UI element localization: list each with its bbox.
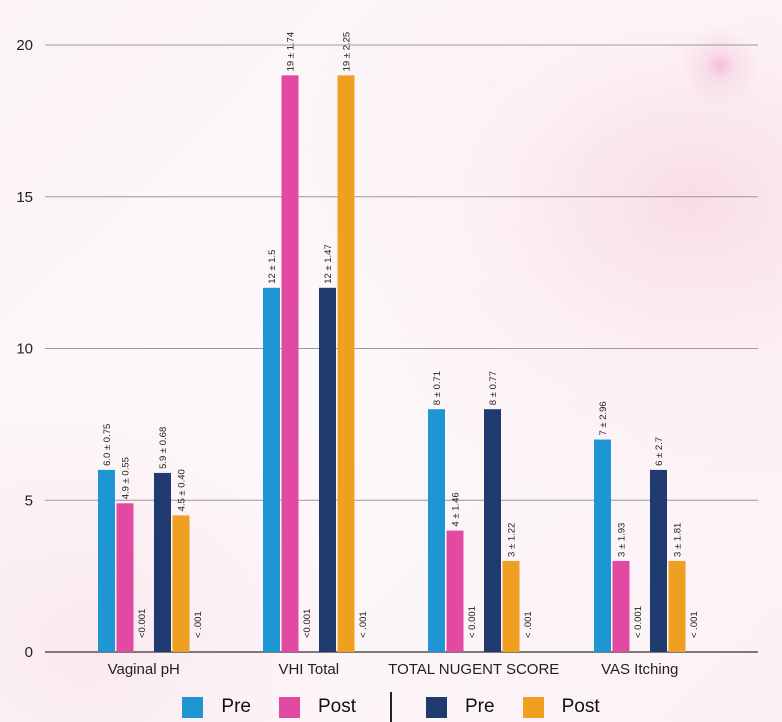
data-label: 8 ± 0.71 bbox=[432, 371, 443, 405]
p-value-label: <0.001 bbox=[137, 609, 148, 638]
legend-item-pre-2: Pre bbox=[426, 696, 495, 718]
x-category-label: Vaginal pH bbox=[108, 661, 180, 678]
data-label: 19 ± 1.74 bbox=[286, 32, 297, 72]
legend-divider bbox=[390, 692, 392, 722]
data-label: 4.9 ± 0.55 bbox=[121, 457, 132, 499]
legend-label-pre-2: Pre bbox=[465, 696, 495, 717]
data-label: 6.0 ± 0.75 bbox=[102, 424, 113, 466]
data-label: 4 ± 1.46 bbox=[451, 492, 462, 526]
bar-post-1 bbox=[612, 560, 630, 652]
legend-label-post-1: Post bbox=[317, 696, 356, 717]
p-value-label: < 0.001 bbox=[633, 606, 644, 638]
bar-post-1 bbox=[281, 75, 299, 653]
data-label: 8 ± 0.77 bbox=[488, 371, 499, 405]
data-label: 12 ± 1.5 bbox=[267, 250, 278, 284]
p-value-label: < .001 bbox=[358, 611, 369, 638]
legend-label-pre-1: Pre bbox=[221, 696, 251, 717]
data-label: 7 ± 2.96 bbox=[598, 401, 609, 435]
bar-pre-2 bbox=[154, 472, 171, 652]
legend-label-post-2: Post bbox=[561, 696, 600, 717]
bar-post-2 bbox=[668, 560, 686, 652]
bar-post-1 bbox=[116, 503, 134, 652]
legend-item-pre-1: Pre bbox=[182, 696, 251, 718]
bar-pre-2 bbox=[319, 287, 336, 652]
y-tick-label: 0 bbox=[25, 644, 33, 661]
data-label: 3 ± 1.81 bbox=[673, 523, 684, 557]
x-category-label: VHI Total bbox=[278, 661, 339, 678]
legend-swatch-post-1 bbox=[278, 696, 300, 718]
chart-legend: Pre Post Pre Post bbox=[0, 692, 782, 722]
data-label: 3 ± 1.22 bbox=[507, 523, 518, 557]
p-value-label: <0.001 bbox=[302, 609, 313, 638]
bar-post-2 bbox=[337, 75, 355, 653]
bar-pre-1 bbox=[594, 439, 611, 652]
x-category-label: TOTAL NUGENT SCORE bbox=[388, 661, 559, 678]
y-tick-label: 5 bbox=[25, 492, 33, 509]
data-label: 6 ± 2.7 bbox=[654, 437, 665, 466]
y-tick-label: 10 bbox=[16, 341, 33, 358]
bar-pre-2 bbox=[484, 409, 501, 652]
legend-swatch-pre-1 bbox=[182, 696, 204, 718]
bar-pre-1 bbox=[428, 409, 445, 652]
bar-pre-2 bbox=[650, 469, 667, 652]
x-category-label: VAS Itching bbox=[601, 661, 678, 678]
p-value-label: < 0.001 bbox=[467, 606, 478, 638]
p-value-label: < .001 bbox=[689, 611, 700, 638]
bar-pre-1 bbox=[263, 287, 280, 652]
p-value-label: < .001 bbox=[193, 611, 204, 638]
legend-swatch-pre-2 bbox=[426, 696, 447, 718]
bar-post-2 bbox=[502, 560, 520, 652]
p-value-label: < .001 bbox=[523, 611, 534, 638]
bar-post-2 bbox=[172, 515, 190, 652]
data-label: 4.5 ± 0.40 bbox=[177, 469, 188, 511]
bar-post-1 bbox=[446, 530, 464, 652]
data-label: 19 ± 2.25 bbox=[342, 32, 353, 72]
legend-swatch-post-2 bbox=[522, 696, 544, 718]
data-label: 3 ± 1.93 bbox=[617, 523, 628, 557]
bar-pre-1 bbox=[98, 469, 115, 652]
legend-item-post-1: Post bbox=[278, 696, 356, 718]
y-tick-label: 20 bbox=[16, 37, 33, 54]
data-label: 12 ± 1.47 bbox=[323, 244, 334, 284]
y-tick-label: 15 bbox=[16, 189, 33, 206]
legend-item-post-2: Post bbox=[522, 696, 600, 718]
data-label: 5.9 ± 0.68 bbox=[158, 427, 169, 469]
